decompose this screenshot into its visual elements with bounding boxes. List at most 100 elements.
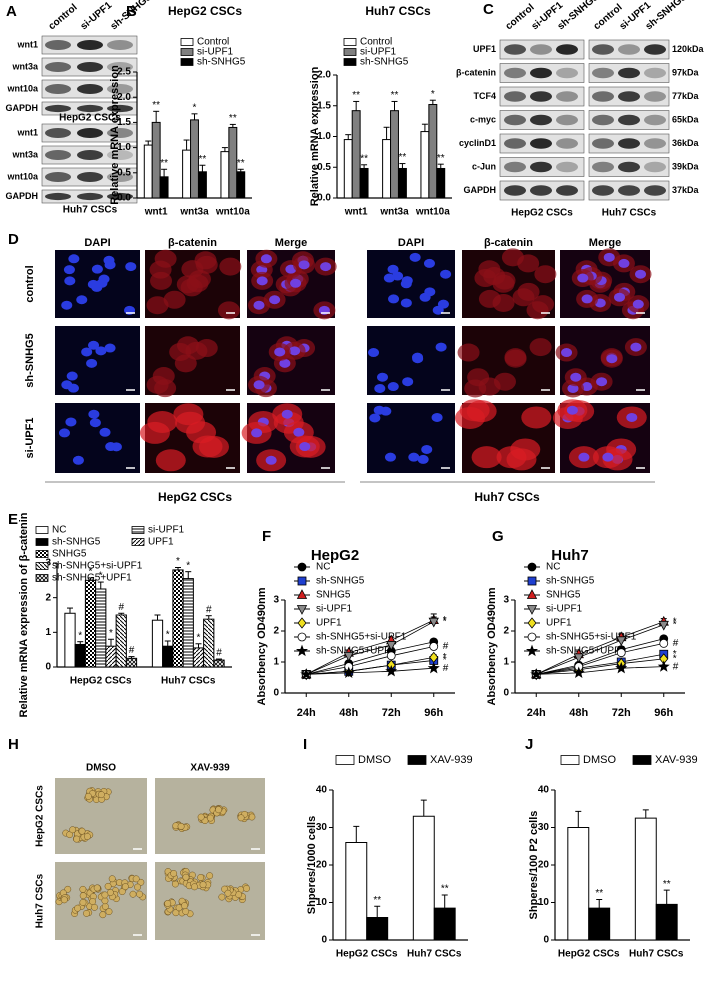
significance-label: ** <box>595 888 603 899</box>
nucleus <box>298 260 310 270</box>
band <box>77 172 103 182</box>
nucleus <box>435 342 447 352</box>
column-label: Merge <box>589 237 621 249</box>
nucleus <box>104 260 116 270</box>
nucleus <box>602 452 614 462</box>
legend-label: XAV-939 <box>430 754 473 766</box>
band <box>77 84 103 94</box>
cell <box>185 341 208 360</box>
legend-label: NC <box>52 525 66 536</box>
legend-label: sh-SNHG5+UPF1 <box>316 646 396 657</box>
chart-title: Huh7 CSCs <box>365 4 431 18</box>
chart-title: Huh7 <box>551 547 589 564</box>
legend-swatch <box>180 38 194 46</box>
legend-label: Control <box>197 37 229 48</box>
marker <box>386 651 396 661</box>
bar <box>420 131 430 199</box>
line <box>536 666 664 675</box>
marker <box>572 666 585 678</box>
y-tick-label: 30 <box>316 822 328 833</box>
legend-marker <box>526 589 538 599</box>
legend-label: NC <box>546 562 560 573</box>
legend-swatch <box>343 38 357 46</box>
band <box>504 67 526 79</box>
line <box>306 619 434 675</box>
band <box>107 62 133 72</box>
significance-label: * <box>673 616 677 627</box>
legend-label: SNHG5 <box>546 590 581 601</box>
significance-label: * <box>673 619 677 630</box>
nucleus <box>392 271 404 281</box>
x-tick-label: 96h <box>654 707 673 719</box>
nucleus <box>269 295 281 305</box>
x-tick-label: 24h <box>527 707 546 719</box>
nucleus <box>635 269 647 279</box>
x-tick-label: wnt3a <box>179 207 209 218</box>
bar <box>359 167 369 199</box>
sphere-cell <box>172 909 180 917</box>
band <box>530 91 552 102</box>
significance-label: ** <box>373 895 381 906</box>
nucleus <box>65 417 77 427</box>
cells <box>474 248 557 320</box>
significance-label: * <box>197 632 201 643</box>
legend-label: UPF1 <box>148 537 174 548</box>
significance-label: # <box>443 663 449 674</box>
band <box>592 161 614 173</box>
nucleus <box>88 409 100 419</box>
blot-size-label: 97kDa <box>672 67 700 77</box>
sphere-cell <box>243 884 250 892</box>
nucleus <box>570 372 582 382</box>
x-tick-label: wnt1 <box>344 207 368 218</box>
band <box>45 40 71 50</box>
cell <box>155 449 186 472</box>
sphere-cell <box>74 904 82 912</box>
y-tick-label: 2.0 <box>117 92 131 103</box>
legend-marker <box>527 632 537 642</box>
y-tick-label: 1.5 <box>317 100 331 111</box>
sphere-cell <box>79 885 87 893</box>
sphere-cell <box>170 870 178 877</box>
bar <box>634 817 657 941</box>
significance-label: ** <box>352 90 360 101</box>
bar <box>351 110 361 199</box>
band <box>45 62 71 72</box>
cells <box>571 248 652 320</box>
marker <box>427 661 440 674</box>
legend-marker <box>525 644 539 657</box>
bar <box>220 151 230 199</box>
significance-label: * <box>166 630 170 641</box>
bar <box>172 569 184 668</box>
legend-marker <box>297 562 307 572</box>
blot-row-label: wnt1 <box>16 127 38 137</box>
y-axis-label: Shperes/100 P2 cells <box>528 811 540 920</box>
band <box>618 185 640 196</box>
x-tick-label: HepG2 CSCs <box>70 676 132 687</box>
marker <box>615 661 628 674</box>
cell <box>217 301 240 320</box>
legend-label: si-UPF1 <box>316 604 353 615</box>
cells <box>555 338 647 398</box>
panel-letter: A <box>6 3 17 20</box>
band <box>556 67 578 79</box>
band <box>592 44 614 55</box>
significance-label: # <box>673 638 679 649</box>
blot-group-label: HepG2 CSCs <box>511 208 573 219</box>
blot-row-label: c-Jun <box>472 161 496 171</box>
nucleus <box>412 354 424 364</box>
band <box>644 161 666 173</box>
nucleus <box>387 264 399 274</box>
cell <box>163 290 186 309</box>
nucleus <box>423 258 435 268</box>
band <box>45 128 71 138</box>
significance-label: ** <box>399 152 407 163</box>
nucleus <box>61 300 73 310</box>
sphere-cell <box>101 891 109 899</box>
y-tick-label: 10 <box>538 897 550 908</box>
nucleus <box>91 264 103 274</box>
significance-label: ** <box>237 158 245 169</box>
band <box>592 114 614 126</box>
cell <box>521 406 552 429</box>
band <box>107 172 133 182</box>
band <box>618 91 640 102</box>
